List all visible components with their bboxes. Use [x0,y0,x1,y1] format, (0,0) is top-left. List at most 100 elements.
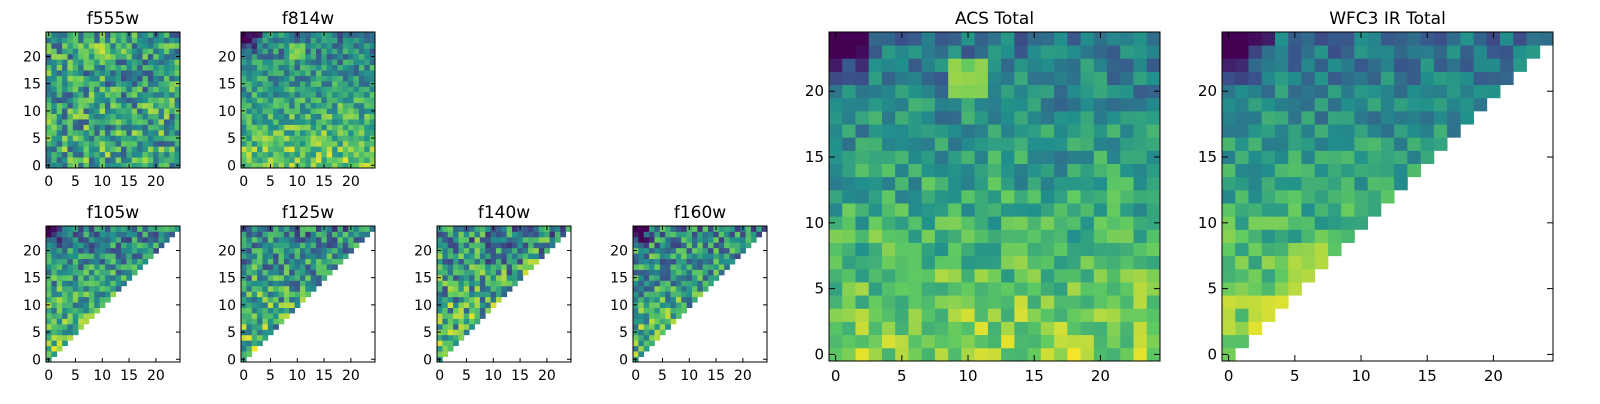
heatmap-cell [337,226,344,232]
heatmap-cell [126,236,133,243]
heatmap-cell [842,32,856,46]
heatmap-cell [310,129,317,136]
heatmap-cell [273,91,279,98]
heatmap-cell [273,274,279,281]
heatmap-cell [99,285,106,292]
heatmap-cell [1394,124,1408,138]
heatmap-cell [83,307,90,314]
heatmap-cell [316,258,322,265]
heatmap-cell [273,318,279,325]
heatmap-cell [278,236,285,243]
heatmap-cell [1380,32,1395,46]
heatmap-cell [1054,242,1068,257]
heatmap-cell [94,151,100,158]
heatmap-cell [46,258,52,265]
heatmap-cell [142,146,149,153]
x-tick-label: 20 [734,368,752,384]
heatmap-cell [442,285,449,292]
heatmap-cell [51,307,58,314]
heatmap-cell [670,236,677,243]
heatmap-cell [137,108,143,114]
y-tick-label: 15 [23,77,41,93]
heatmap-cell [686,253,693,260]
heatmap-cell [987,347,1002,362]
heatmap-cell [364,80,371,87]
heatmap-cell [1040,255,1055,270]
heatmap-cell [88,42,95,49]
heatmap-cell [326,91,333,98]
heatmap-cell [649,264,655,270]
heatmap-cell [94,135,100,142]
heatmap-cell [708,269,714,276]
heatmap-cell [131,64,138,71]
heatmap-cell [267,151,274,158]
heatmap-cell [1146,334,1161,349]
heatmap-cell [512,264,518,270]
heatmap-cell [1001,216,1015,230]
heatmap-cell [1222,189,1236,204]
heatmap-cell [934,334,949,349]
heatmap-cell [1001,58,1015,72]
heatmap-cell [961,203,976,217]
heatmap-cell [321,75,328,82]
heatmap-cell [1539,32,1554,46]
heatmap-cell [158,124,165,131]
heatmap-cell [745,231,752,238]
heatmap-cell [369,119,376,125]
heatmap-cell [1327,97,1342,112]
heatmap-cell [691,280,698,287]
heatmap-cell [1001,71,1015,86]
heatmap-cell [46,280,52,287]
heatmap-cell [163,48,170,55]
heatmap-cell [257,258,263,265]
heatmap-cell [633,258,639,265]
heatmap-cell [174,59,181,66]
heatmap-cell [283,124,290,131]
heatmap-cell [299,231,306,238]
heatmap-cell [99,124,106,131]
heatmap-cell [72,291,79,298]
heatmap-cell [67,264,74,270]
heatmap-cell [453,340,459,347]
heatmap-cell [131,119,138,125]
heatmap-cell [257,340,263,347]
heatmap-cell [855,321,870,336]
heatmap-cell [633,285,639,292]
heatmap-cell [665,264,671,270]
heatmap-cell [1327,163,1342,178]
heatmap-cell [332,32,338,38]
heatmap-cell [442,247,449,254]
heatmap-cell [147,119,154,125]
heatmap-cell [855,334,870,349]
heatmap-cell [654,280,661,287]
heatmap-cell [94,140,100,147]
heatmap-cell [948,71,962,86]
heatmap-cell [262,323,269,330]
heatmap-cell [1080,229,1095,243]
heatmap-cell [353,151,360,158]
heatmap-cell [453,302,459,308]
heatmap-cell [369,48,376,55]
heatmap-cell [294,151,301,158]
heatmap-cell [681,264,687,270]
heatmap-cell [305,157,312,163]
heatmap-cell [665,323,671,330]
heatmap-cell [633,280,639,287]
heatmap-cell [948,334,962,349]
heatmap-cell [1107,347,1121,362]
heatmap-cell [289,157,295,163]
heatmap-cell [104,280,111,287]
heatmap-cell [326,151,333,158]
heatmap-cell [1261,282,1276,296]
heatmap-cell [1473,45,1488,59]
heatmap-cell [1014,203,1028,217]
heatmap-cell [137,102,143,109]
heatmap-cell [137,91,143,98]
heatmap-cell [1274,110,1289,125]
heatmap-cell [842,295,856,309]
heatmap-cell [305,242,312,249]
heatmap-cell [681,285,687,292]
y-tick-label: 0 [423,352,432,368]
x-tick-label: 0 [631,368,640,384]
heatmap-cell [67,102,74,109]
